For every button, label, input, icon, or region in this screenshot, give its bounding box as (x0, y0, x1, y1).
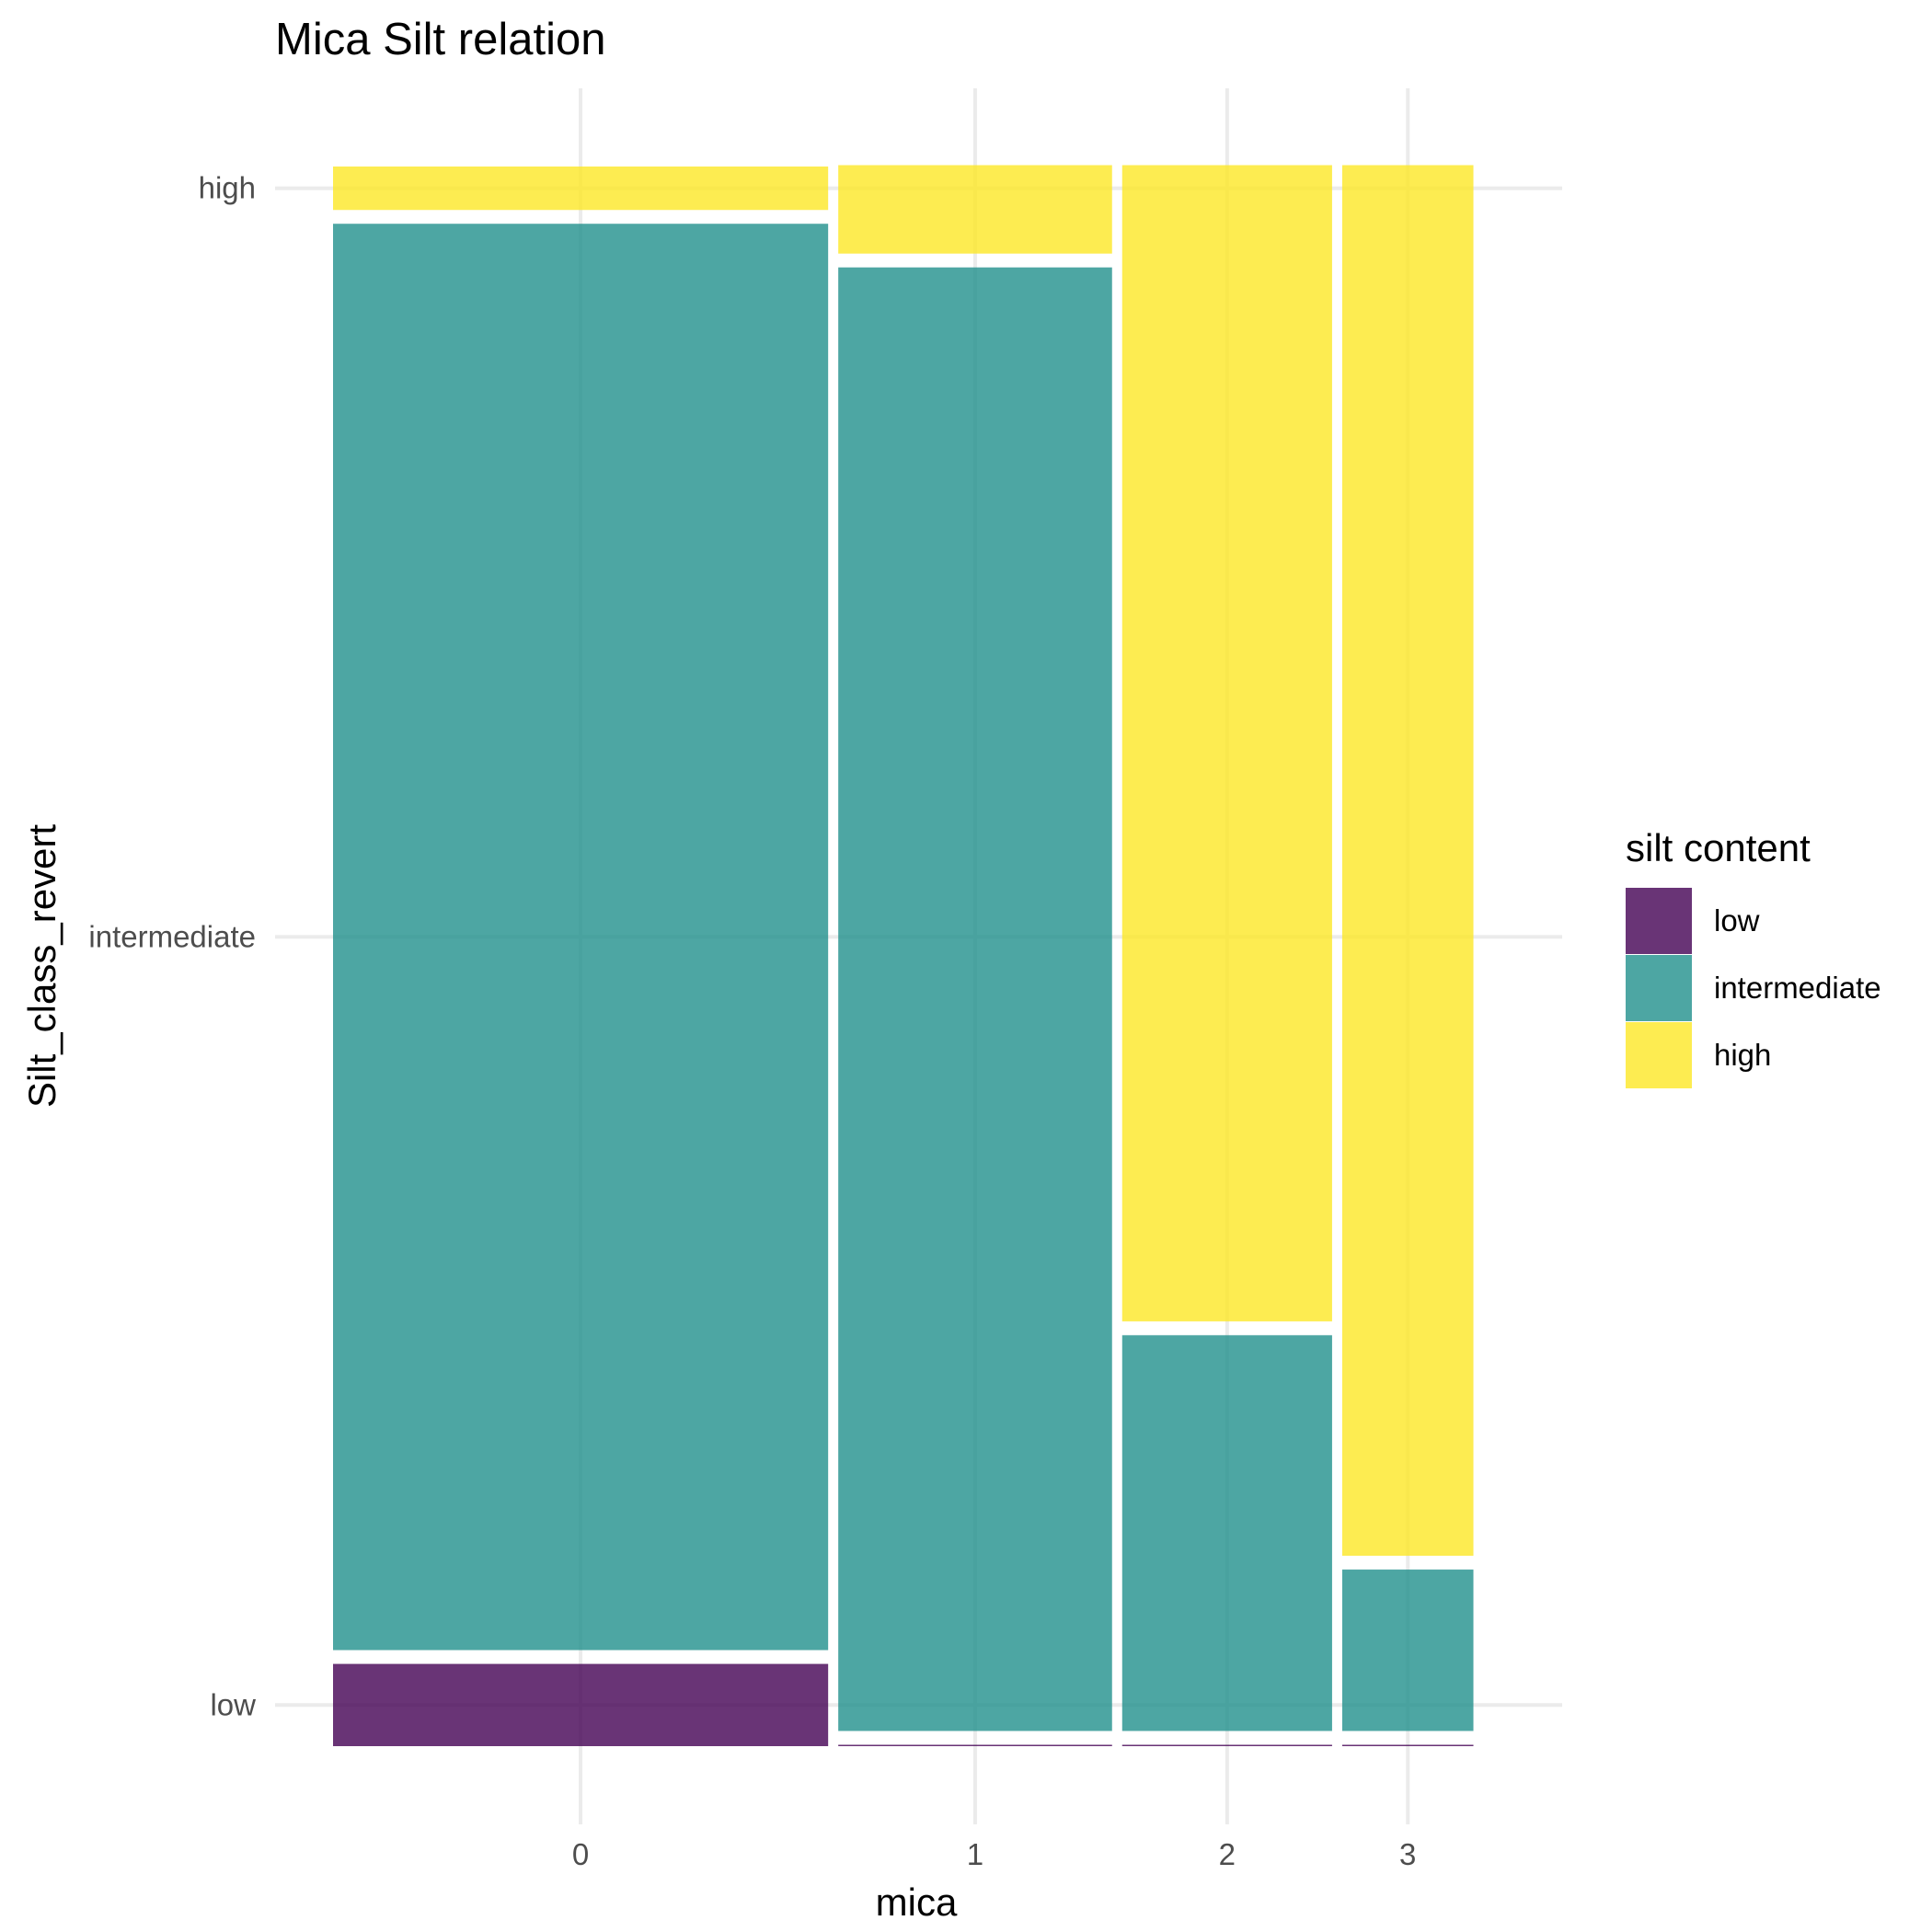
x-tick-label: 0 (572, 1837, 589, 1871)
x-tick-label: 2 (1219, 1837, 1236, 1871)
x-axis-title: mica (876, 1880, 958, 1924)
tile-low-mica-1 (838, 1744, 1112, 1746)
x-tick-labels: 0 1 2 3 (572, 1837, 1416, 1871)
legend-label-high: high (1714, 1038, 1771, 1072)
tile-low-mica-2 (1121, 1744, 1332, 1746)
tile-low-mica-3 (1341, 1744, 1474, 1746)
legend-swatch-intermediate (1626, 955, 1692, 1021)
tile-high-mica-0 (333, 167, 829, 211)
legend-swatch-low (1626, 888, 1692, 954)
tile-intermediate-mica-2 (1121, 1335, 1332, 1731)
tile-low-mica-0 (333, 1663, 829, 1746)
x-tick-label: 3 (1399, 1837, 1416, 1871)
tile-intermediate-mica-1 (838, 267, 1112, 1731)
legend-label-low: low (1714, 903, 1760, 937)
legend: silt content low intermediate high (1626, 826, 1881, 1088)
y-axis-title: Silt_class_revert (20, 824, 63, 1108)
y-tick-labels: low intermediate high (88, 171, 256, 1722)
chart-title: Mica Silt relation (275, 15, 605, 64)
legend-label-intermediate: intermediate (1714, 971, 1881, 1005)
x-tick-label: 1 (967, 1837, 983, 1871)
y-tick-label: high (199, 171, 256, 205)
tile-high-mica-2 (1121, 165, 1332, 1322)
mosaic-tiles (333, 165, 1474, 1746)
legend-items: low intermediate high (1626, 888, 1881, 1088)
tile-high-mica-1 (838, 165, 1112, 254)
y-tick-label: intermediate (88, 919, 256, 953)
legend-swatch-high (1626, 1022, 1692, 1088)
legend-title: silt content (1626, 826, 1811, 869)
tile-intermediate-mica-3 (1341, 1570, 1474, 1731)
y-tick-label: low (210, 1687, 256, 1721)
tile-high-mica-3 (1341, 165, 1474, 1557)
tile-intermediate-mica-0 (333, 224, 829, 1650)
